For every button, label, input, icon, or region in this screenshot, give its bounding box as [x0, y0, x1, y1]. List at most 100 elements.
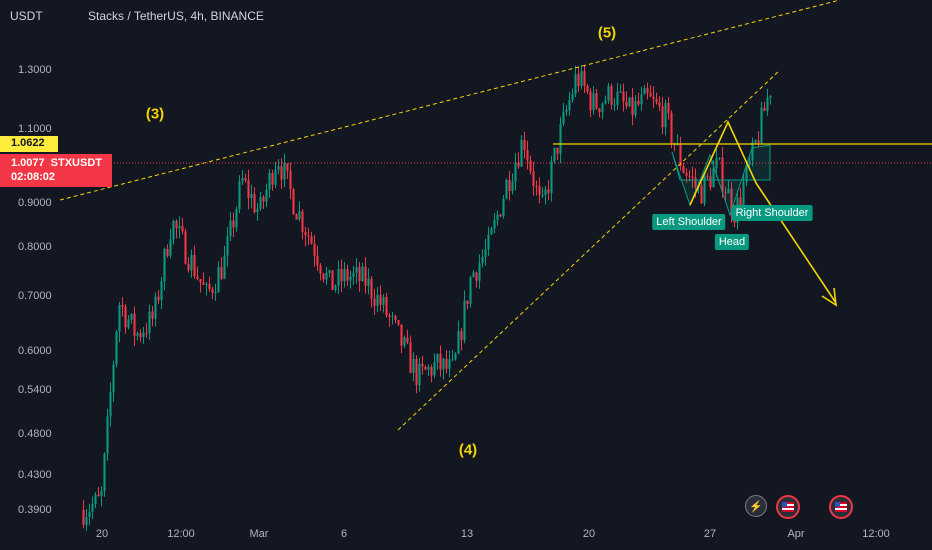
candle-body — [193, 254, 196, 277]
candle-body — [505, 179, 508, 199]
candle-body — [397, 319, 400, 325]
y-tick: 0.6000 — [18, 345, 52, 357]
candle-body — [541, 194, 544, 196]
candle-body — [286, 163, 289, 171]
candle-body — [175, 221, 178, 229]
current-symbol: STXUSDT — [50, 157, 102, 169]
candle-body — [562, 111, 565, 124]
candle-body — [529, 160, 532, 172]
candle-body — [481, 257, 484, 264]
wave-3-label: (3) — [145, 105, 165, 123]
candle-body — [385, 297, 388, 316]
candle-body — [436, 353, 439, 363]
x-tick: 12:00 — [862, 528, 890, 540]
candle-body — [514, 162, 517, 182]
y-tick: 1.3000 — [18, 64, 52, 76]
candle-body — [148, 311, 151, 333]
candle-body — [517, 162, 520, 167]
candle-body — [442, 358, 445, 370]
candle-body — [358, 267, 361, 282]
candle-body — [748, 160, 751, 165]
candle-body — [184, 231, 187, 264]
candle-body — [694, 177, 697, 187]
candle-body — [412, 358, 415, 373]
candle-body — [568, 100, 571, 110]
candle-body — [523, 139, 526, 151]
lightning-icon[interactable]: ⚡ — [745, 495, 767, 517]
candle-body — [160, 281, 163, 301]
candle-body — [478, 263, 481, 281]
candle-body — [667, 103, 670, 113]
candle-body — [589, 91, 592, 111]
candle-body — [109, 392, 112, 417]
chart-header: USDT Stacks / TetherUS, 4h, BINANCE — [10, 9, 264, 23]
currency-unit: USDT — [10, 9, 43, 23]
candle-body — [379, 294, 382, 305]
candle-body — [226, 236, 229, 256]
candle-body — [469, 277, 472, 305]
candle-body — [82, 510, 85, 525]
candle-body — [586, 85, 589, 92]
candle-body — [721, 157, 724, 193]
candle-body — [742, 182, 745, 206]
candle-body — [232, 220, 235, 228]
candle-body — [112, 364, 115, 393]
candle-body — [727, 188, 730, 194]
candle-body — [598, 108, 601, 113]
candle-body — [319, 265, 322, 274]
candle-body — [535, 185, 538, 187]
candle-body — [616, 91, 619, 105]
candle-body — [352, 272, 355, 277]
candle-body — [454, 353, 457, 360]
candle-body — [658, 102, 661, 107]
y-tick: 0.8000 — [18, 241, 52, 253]
candle-body — [754, 140, 757, 143]
candle-body — [91, 504, 94, 512]
candle-body — [709, 176, 712, 188]
x-tick: 20 — [582, 528, 596, 540]
candle-body — [367, 278, 370, 286]
candle-body — [217, 266, 220, 293]
us-flag-icon[interactable] — [776, 495, 800, 519]
candle-body — [544, 189, 547, 195]
candle-body — [346, 269, 349, 281]
y-tick: 0.4800 — [18, 428, 52, 440]
candle-body — [427, 366, 430, 370]
candle-body — [574, 74, 577, 94]
y-tick: 0.7000 — [18, 290, 52, 302]
us-flag-icon[interactable] — [829, 495, 853, 519]
y-tick: 0.5400 — [18, 384, 52, 396]
candle-body — [376, 294, 379, 307]
candle-body — [178, 225, 181, 229]
x-tick: 13 — [460, 528, 474, 540]
candle-body — [361, 266, 364, 282]
candle-body — [688, 175, 691, 177]
candle-body — [583, 71, 586, 86]
candle-body — [97, 494, 100, 497]
candle-body — [490, 228, 493, 235]
trend-lines — [59, 0, 932, 431]
candle-body — [682, 166, 685, 173]
x-tick: Mar — [249, 528, 269, 540]
candle-body — [94, 494, 97, 505]
candle-body — [508, 179, 511, 191]
candle-body — [388, 315, 391, 317]
candle-body — [373, 298, 376, 307]
flag-graphic — [782, 502, 794, 512]
candle-body — [223, 255, 226, 279]
candle-body — [364, 266, 367, 286]
x-tick: 20 — [95, 528, 109, 540]
candle-body — [253, 194, 256, 213]
candle-body — [154, 296, 157, 319]
candle-body — [760, 107, 763, 143]
candle-body — [649, 92, 652, 97]
candle-body — [691, 176, 694, 178]
candle-body — [475, 272, 478, 281]
candle-body — [277, 166, 280, 170]
candle-body — [421, 363, 424, 367]
candle-body — [322, 273, 325, 280]
x-tick: 27 — [703, 528, 717, 540]
candle-body — [424, 366, 427, 370]
candle-body — [619, 91, 622, 93]
